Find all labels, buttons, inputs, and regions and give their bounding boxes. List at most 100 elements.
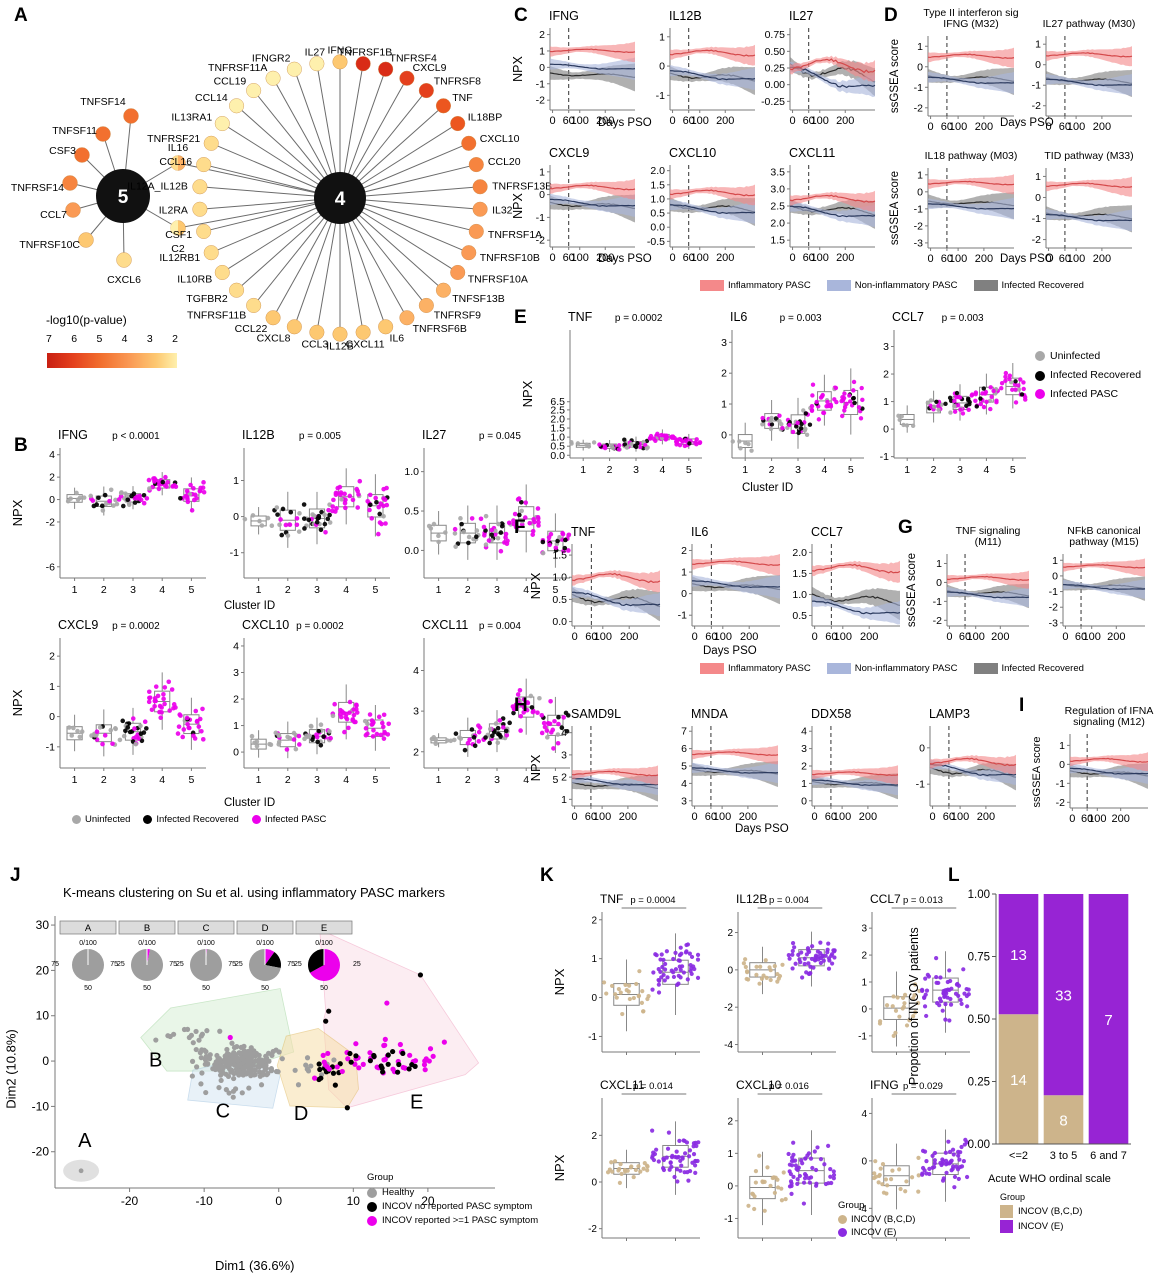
- svg-text:IFNG: IFNG: [58, 428, 88, 442]
- svg-text:60: 60: [825, 631, 837, 643]
- svg-text:-2: -2: [724, 1003, 733, 1014]
- svg-text:-1: -1: [916, 779, 925, 791]
- svg-text:TNFRSF11A: TNFRSF11A: [208, 62, 267, 74]
- svg-text:2: 2: [769, 464, 775, 476]
- svg-text:-2: -2: [933, 615, 942, 627]
- svg-text:60: 60: [585, 811, 597, 823]
- svg-text:1: 1: [1052, 555, 1058, 567]
- svg-text:5: 5: [188, 774, 194, 786]
- legend-label: Infected PASC: [1050, 388, 1119, 400]
- svg-text:13: 13: [1010, 947, 1027, 964]
- svg-text:2: 2: [883, 369, 889, 381]
- svg-text:5: 5: [372, 584, 378, 596]
- panel-c-letter: C: [514, 5, 528, 26]
- legend-dot-incov-pasc: [367, 1215, 377, 1226]
- panel-h-letter: H: [514, 695, 528, 716]
- svg-text:1.0: 1.0: [650, 193, 665, 205]
- svg-text:50: 50: [143, 985, 151, 992]
- svg-text:p = 0.004: p = 0.004: [769, 895, 809, 906]
- panel-l-stacked-bar: 0.00 0.25 0.50 0.75 1.00 14 13 <=2 8 33 3 to 5 7 6 a…: [920, 880, 1155, 1170]
- svg-text:0: 0: [669, 115, 675, 127]
- svg-text:C: C: [216, 1101, 230, 1123]
- svg-text:0: 0: [233, 747, 239, 759]
- panel-h-xlabel: Days PSO: [735, 823, 789, 835]
- svg-text:signaling (M12): signaling (M12): [1073, 716, 1145, 728]
- legend-label: Infected PASC: [264, 814, 327, 825]
- panel-d-letter: D: [884, 5, 898, 26]
- svg-text:-1: -1: [858, 1031, 867, 1042]
- svg-text:14: 14: [1010, 1072, 1027, 1089]
- svg-text:4: 4: [659, 464, 665, 476]
- svg-text:2.0: 2.0: [650, 165, 665, 177]
- svg-text:TNFRSF14: TNFRSF14: [11, 182, 64, 194]
- svg-text:4: 4: [233, 640, 239, 652]
- svg-text:pathway (M15): pathway (M15): [1069, 536, 1138, 548]
- svg-text:100: 100: [691, 252, 709, 264]
- svg-text:IL27: IL27: [789, 9, 813, 23]
- svg-text:1.00: 1.00: [968, 889, 990, 901]
- svg-text:60: 60: [941, 253, 953, 265]
- legend-label: INCOV reported >=1 PASC symptom: [382, 1215, 539, 1226]
- svg-text:CSF1: CSF1: [165, 229, 192, 241]
- svg-text:50: 50: [84, 985, 92, 992]
- svg-text:IL2RA: IL2RA: [159, 205, 188, 217]
- legend-tick: 3: [146, 333, 153, 345]
- svg-text:0.25: 0.25: [968, 1077, 990, 1089]
- svg-text:60: 60: [585, 631, 597, 643]
- svg-text:p = 0.0004: p = 0.0004: [630, 895, 675, 906]
- svg-text:-2: -2: [1032, 100, 1041, 112]
- svg-text:NPX: NPX: [511, 192, 525, 218]
- svg-text:200: 200: [620, 631, 638, 643]
- svg-text:2: 2: [681, 545, 687, 557]
- svg-text:2: 2: [607, 464, 613, 476]
- svg-text:1: 1: [917, 41, 923, 53]
- svg-text:2: 2: [727, 928, 733, 939]
- svg-text:CCL16: CCL16: [159, 156, 192, 168]
- svg-text:0: 0: [659, 61, 665, 73]
- svg-text:60: 60: [803, 115, 815, 127]
- svg-text:-4: -4: [858, 1204, 867, 1215]
- svg-text:-0.5: -0.5: [647, 236, 665, 248]
- panel-b-boxplots: IFNG p < 0.0001 4 2 0 -2 -6 1 2 3 4 5 IL12B p = 0.005…: [0, 420, 572, 790]
- svg-text:0: 0: [789, 252, 795, 264]
- svg-text:-6: -6: [46, 561, 55, 573]
- svg-text:75: 75: [287, 961, 295, 968]
- svg-text:0.0: 0.0: [550, 450, 565, 462]
- svg-text:25: 25: [353, 961, 361, 968]
- svg-text:CXCL9: CXCL9: [58, 618, 98, 632]
- svg-text:IL27 pathway (M30): IL27 pathway (M30): [1043, 18, 1136, 30]
- svg-text:1: 1: [256, 774, 262, 786]
- svg-text:1: 1: [233, 720, 239, 732]
- svg-text:6.5: 6.5: [550, 396, 565, 408]
- svg-text:1: 1: [539, 45, 545, 57]
- svg-text:10: 10: [36, 1009, 50, 1023]
- legend-label: INCOV no reported PASC symptom: [382, 1201, 533, 1212]
- svg-text:0: 0: [936, 577, 942, 589]
- svg-text:1: 1: [681, 567, 687, 579]
- legend-dot-healthy: [367, 1187, 377, 1198]
- svg-text:4: 4: [335, 189, 346, 210]
- svg-text:3: 3: [883, 341, 889, 353]
- svg-text:-10: -10: [195, 1194, 213, 1208]
- svg-text:CXCL11: CXCL11: [600, 1078, 645, 1092]
- svg-text:0: 0: [49, 711, 55, 723]
- svg-text:1.5: 1.5: [770, 235, 785, 247]
- svg-text:IFNG: IFNG: [327, 44, 352, 56]
- svg-text:2: 2: [801, 761, 807, 773]
- svg-text:200: 200: [596, 252, 614, 264]
- panel-c-xlabel-top: Days PSO: [598, 117, 652, 129]
- svg-text:1: 1: [72, 774, 78, 786]
- svg-text:0: 0: [721, 429, 727, 441]
- svg-text:3: 3: [494, 774, 500, 786]
- svg-text:TNFRSF10A: TNFRSF10A: [468, 274, 528, 286]
- svg-text:2: 2: [233, 694, 239, 706]
- svg-text:CCL22: CCL22: [235, 323, 268, 335]
- svg-text:60: 60: [825, 811, 837, 823]
- svg-text:-2: -2: [536, 95, 545, 107]
- trajectory-legend-cd: Inflammatory PASC Non-inflammatory PASC …: [700, 280, 1084, 291]
- svg-text:3: 3: [795, 464, 801, 476]
- svg-text:TNFRSF10B: TNFRSF10B: [480, 252, 540, 264]
- svg-text:TNF: TNF: [600, 892, 623, 906]
- svg-text:-1: -1: [536, 212, 545, 224]
- svg-text:TNFRSF6B: TNFRSF6B: [413, 323, 467, 335]
